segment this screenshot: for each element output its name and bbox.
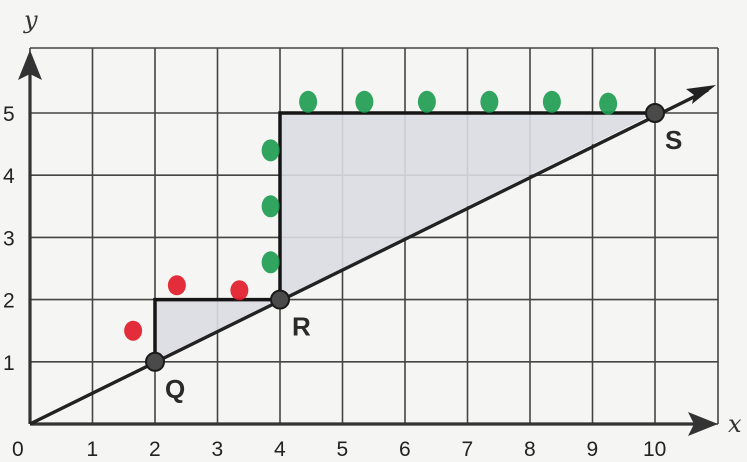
- x-tick-label: 5: [337, 438, 349, 461]
- x-tick-label: 10: [643, 438, 666, 461]
- green-mark: [261, 195, 280, 218]
- y-tick-label: 4: [3, 165, 15, 188]
- y-tick-label: 3: [3, 227, 15, 250]
- point-q: [145, 351, 165, 372]
- green-mark: [542, 90, 561, 113]
- green-mark: [261, 251, 280, 274]
- x-tick-label: 6: [399, 438, 411, 461]
- x-tick-label: 8: [524, 438, 536, 461]
- point-r: [270, 289, 290, 310]
- green-mark: [299, 90, 318, 113]
- x-tick-label: 9: [587, 438, 599, 461]
- green-mark: [355, 90, 374, 113]
- x-axis-arrow: [688, 412, 718, 436]
- y-axis-label: y: [23, 6, 38, 34]
- green-mark: [599, 92, 618, 115]
- y-tick-label: 1: [3, 352, 15, 375]
- y-axis-arrow: [18, 50, 42, 80]
- diagonal-line-path: [29, 88, 709, 426]
- x-tick-label: 4: [274, 438, 286, 461]
- x-tick-label: 1: [87, 438, 99, 461]
- green-mark: [480, 90, 499, 113]
- point-label-s: S: [665, 125, 682, 155]
- axes: [18, 50, 718, 436]
- labeled-points: Q R S: [145, 103, 682, 404]
- point-label-r: R: [292, 312, 311, 342]
- diagonal-line-arrow: [686, 85, 716, 104]
- tick-labels: 0 1 2 3 4 5 6 7 8 9 10 1 2 3 4 5: [3, 103, 666, 461]
- x-axis-label: x: [728, 410, 742, 438]
- point-label-q: Q: [165, 374, 185, 404]
- x-tick-label: 0: [12, 438, 24, 461]
- diagonal-line: [29, 85, 716, 426]
- green-mark: [417, 90, 436, 113]
- x-tick-label: 3: [212, 438, 224, 461]
- hand-marks: [124, 90, 618, 341]
- red-mark: [124, 320, 143, 341]
- green-mark: [261, 139, 280, 162]
- triangle-fill-2: [280, 113, 655, 300]
- point-s: [645, 103, 665, 123]
- y-tick-label: 5: [3, 103, 15, 126]
- red-mark: [167, 275, 186, 296]
- red-mark: [230, 280, 249, 301]
- x-tick-label: 2: [149, 438, 161, 461]
- x-tick-label: 7: [462, 438, 474, 461]
- triangle-legs-2: [278, 111, 655, 300]
- y-tick-label: 2: [3, 290, 15, 313]
